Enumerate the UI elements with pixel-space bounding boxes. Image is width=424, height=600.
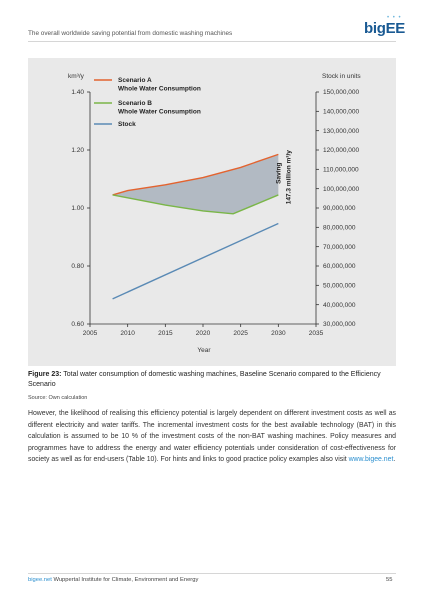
y-right-tick-label: 30,000,000 bbox=[323, 321, 356, 328]
figure-label: Figure 23: bbox=[28, 371, 62, 378]
y-right-tick-label: 100,000,000 bbox=[323, 186, 360, 193]
page-number: 55 bbox=[386, 577, 393, 583]
chart-axes: 2005 2010 2015 2020 2025 2030 2035 0.60 0.80 1.00… bbox=[71, 89, 359, 337]
header-divider bbox=[28, 41, 396, 42]
footer-site-link[interactable]: bigee.net bbox=[28, 577, 52, 583]
page-header-title: The overall worldwide saving potential f… bbox=[28, 30, 233, 37]
saving-annotation-value: 147.3 million m³/y bbox=[285, 150, 292, 205]
chart-series bbox=[112, 153, 279, 300]
legend-sublabel-2: Whole Water Consumption bbox=[118, 109, 201, 116]
y-right-axis-label: Stock in units bbox=[322, 73, 361, 80]
legend-label-1: Scenario A bbox=[118, 77, 152, 84]
y-left-tick-label: 1.40 bbox=[71, 89, 84, 96]
water-consumption-chart: km³/y Stock in units Year 2005 2010 2015 20… bbox=[68, 73, 361, 354]
bigee-link[interactable]: www.bigee.net bbox=[348, 456, 394, 463]
y-left-tick-label: 0.80 bbox=[71, 263, 84, 270]
legend-label-2: Scenario B bbox=[118, 100, 152, 107]
footer-credit: bigee.net Wuppertal Institute for Climat… bbox=[28, 577, 198, 583]
body-paragraph-end: . bbox=[393, 456, 396, 463]
x-tick-label: 2010 bbox=[120, 330, 135, 337]
y-right-tick-label: 130,000,000 bbox=[323, 128, 360, 135]
x-tick-label: 2030 bbox=[271, 330, 286, 337]
x-tick-label: 2025 bbox=[233, 330, 248, 337]
x-tick-label: 2035 bbox=[309, 330, 324, 337]
source-note: Source: Own calculation bbox=[28, 395, 88, 401]
y-right-tick-label: 110,000,000 bbox=[323, 167, 359, 174]
y-right-tick-label: 50,000,000 bbox=[323, 283, 356, 290]
body-paragraph-text: However, the likelihood of realising thi… bbox=[28, 410, 396, 463]
y-right-tick-label: 60,000,000 bbox=[323, 263, 356, 270]
legend-sublabel-1: Whole Water Consumption bbox=[118, 86, 201, 93]
saving-area bbox=[112, 154, 279, 214]
bigee-logo: bigEE bbox=[364, 20, 406, 37]
series-line-3 bbox=[112, 222, 279, 300]
y-right-tick-label: 120,000,000 bbox=[323, 147, 360, 154]
x-axis-label: Year bbox=[197, 347, 211, 354]
y-left-tick-label: 1.20 bbox=[71, 147, 84, 154]
figure-caption: Figure 23: Total water consumption of do… bbox=[28, 370, 396, 390]
body-paragraph: However, the likelihood of realising thi… bbox=[28, 408, 396, 466]
y-left-tick-label: 1.00 bbox=[71, 205, 84, 212]
y-left-tick-label: 0.60 bbox=[71, 321, 84, 328]
series-line-2 bbox=[112, 194, 279, 215]
legend-label-3: Stock bbox=[118, 121, 136, 128]
saving-annotation-label: Saving bbox=[275, 163, 282, 184]
chart-legend: Scenario A Whole Water Consumption Scenari… bbox=[94, 77, 201, 128]
footer-institute: Wuppertal Institute for Climate, Environ… bbox=[51, 577, 199, 583]
y-right-tick-label: 80,000,000 bbox=[323, 225, 356, 232]
x-tick-label: 2005 bbox=[83, 330, 98, 337]
y-right-tick-label: 40,000,000 bbox=[323, 302, 356, 309]
y-right-tick-label: 140,000,000 bbox=[323, 109, 360, 116]
y-right-tick-label: 150,000,000 bbox=[323, 89, 360, 96]
y-right-tick-label: 90,000,000 bbox=[323, 205, 356, 212]
y-left-axis-label: km³/y bbox=[68, 73, 85, 80]
series-line-1 bbox=[112, 153, 279, 196]
logo-dots-icon: • • • bbox=[387, 15, 402, 21]
x-tick-label: 2015 bbox=[158, 330, 173, 337]
x-tick-label: 2020 bbox=[196, 330, 211, 337]
footer-divider bbox=[28, 573, 396, 574]
figure-caption-text: Total water consumption of domestic wash… bbox=[28, 371, 381, 388]
y-right-tick-label: 70,000,000 bbox=[323, 244, 356, 251]
